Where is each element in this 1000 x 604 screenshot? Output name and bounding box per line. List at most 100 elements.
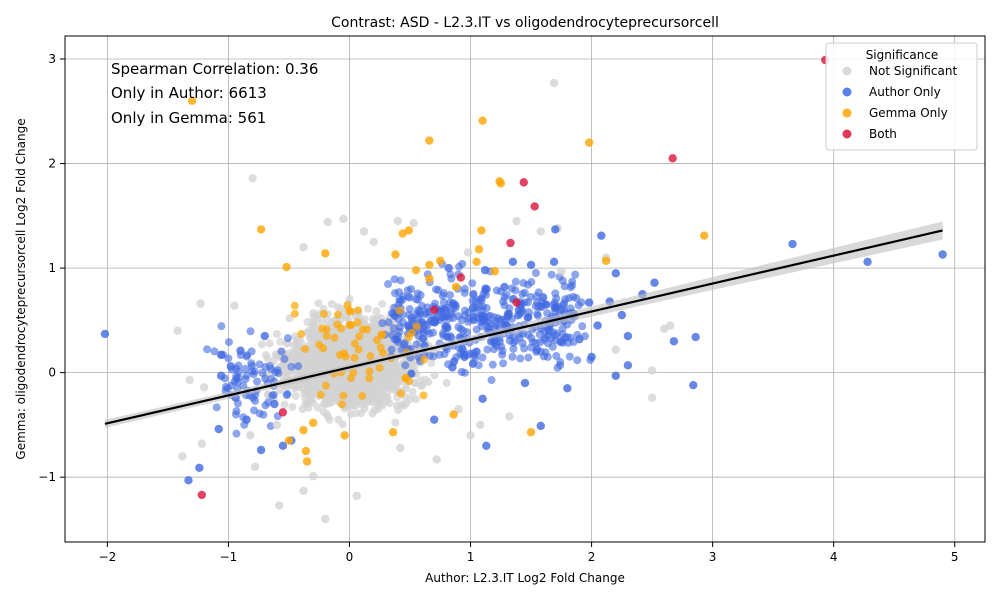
point-not-significant	[359, 227, 369, 236]
point-author-only	[224, 338, 233, 347]
point-gemma-only	[301, 446, 311, 456]
point-author-only	[241, 375, 250, 384]
series-gemma-only-core	[290, 301, 429, 409]
point-gemma-only	[187, 96, 197, 106]
legend-label-gemma-only: Gemma Only	[869, 106, 948, 120]
point-both	[506, 238, 515, 248]
point-not-significant	[352, 491, 361, 501]
point-author-only	[571, 270, 580, 279]
point-gemma-only	[319, 344, 328, 353]
point-not-significant	[332, 376, 341, 385]
point-gemma-only	[290, 301, 299, 310]
point-both	[530, 202, 539, 211]
point-author-only	[468, 303, 478, 313]
point-not-significant	[397, 400, 406, 409]
point-gemma-only	[478, 116, 487, 125]
point-author-only	[440, 305, 449, 314]
point-gemma-only	[333, 310, 342, 319]
point-gemma-only	[496, 179, 505, 188]
point-not-significant	[309, 313, 318, 322]
point-author-only	[509, 338, 518, 347]
point-author-only	[446, 332, 455, 341]
point-gemma-only	[322, 381, 331, 390]
point-author-only	[400, 338, 409, 347]
point-author-only	[214, 424, 223, 434]
series-author-only	[100, 225, 947, 485]
point-not-significant	[339, 214, 348, 224]
point-author-only	[390, 312, 399, 321]
point-gemma-only	[391, 250, 400, 259]
point-gemma-only	[322, 325, 331, 334]
point-not-significant	[196, 299, 205, 308]
legend-label-not-significant: Not Significant	[869, 64, 957, 78]
chart-title: Contrast: ASD - L2.3.IT vs oligodendrocy…	[331, 15, 719, 31]
plot-frame	[64, 35, 986, 543]
point-not-significant	[361, 400, 370, 409]
point-author-only	[514, 305, 524, 315]
axis-ticks: −2 −1 0 1 2 3 4 5 −1 0 1 2 3	[38, 52, 958, 564]
point-author-only	[210, 347, 219, 356]
point-both	[456, 273, 466, 282]
x-tick-label: 3	[709, 550, 717, 564]
point-not-significant	[323, 217, 332, 227]
legend-entries: Not Significant Author Only Gemma Only Both	[842, 64, 957, 141]
point-author-only	[551, 225, 560, 234]
point-gemma-only	[420, 355, 429, 364]
point-not-significant	[647, 366, 657, 375]
point-gemma-only	[353, 318, 362, 327]
point-author-only	[226, 362, 236, 371]
point-author-only	[547, 270, 556, 279]
point-author-only	[550, 303, 559, 312]
point-author-only	[195, 463, 204, 472]
point-author-only	[556, 357, 565, 366]
point-not-significant	[557, 267, 566, 276]
point-author-only	[407, 369, 416, 378]
point-gemma-only	[337, 400, 346, 409]
point-author-only	[689, 380, 698, 390]
point-gemma-only	[405, 377, 414, 386]
point-author-only	[468, 279, 477, 288]
point-author-only	[560, 282, 569, 291]
point-author-only	[611, 269, 620, 278]
point-author-only	[499, 359, 508, 368]
point-author-only	[232, 429, 241, 438]
point-author-only	[460, 311, 469, 320]
point-both	[278, 408, 288, 417]
y-tick-label: 3	[48, 52, 56, 66]
point-not-significant	[324, 349, 333, 358]
point-not-significant	[305, 353, 314, 362]
point-author-only	[452, 353, 461, 362]
point-gemma-only	[337, 324, 346, 333]
point-author-only	[448, 300, 457, 309]
point-gemma-only	[349, 368, 358, 377]
point-author-only	[569, 292, 578, 301]
point-gemma-only	[449, 410, 458, 419]
point-author-only	[412, 340, 421, 349]
point-not-significant	[364, 338, 373, 347]
point-author-only	[253, 377, 262, 386]
point-author-only	[378, 319, 387, 328]
point-author-only	[531, 269, 540, 278]
point-gemma-only	[419, 391, 428, 400]
point-author-only	[538, 293, 548, 302]
point-not-significant	[408, 387, 417, 396]
point-not-significant	[287, 353, 296, 362]
point-not-significant	[378, 299, 387, 308]
x-tick-label: 5	[951, 550, 959, 564]
point-author-only	[938, 250, 947, 259]
x-tick-label: 0	[346, 550, 354, 564]
point-gemma-only	[340, 431, 349, 440]
point-gemma-only	[321, 249, 330, 258]
point-gemma-only	[316, 390, 325, 399]
point-author-only	[524, 353, 533, 362]
point-not-significant	[442, 378, 451, 387]
point-gemma-only	[411, 265, 421, 275]
x-tick-label: −2	[99, 550, 117, 564]
point-author-only	[502, 290, 511, 299]
point-gemma-only	[451, 282, 461, 292]
point-author-only	[669, 337, 679, 346]
point-author-only	[242, 415, 251, 424]
point-author-only	[515, 333, 524, 342]
point-author-only	[246, 327, 255, 336]
point-not-significant	[173, 326, 182, 336]
